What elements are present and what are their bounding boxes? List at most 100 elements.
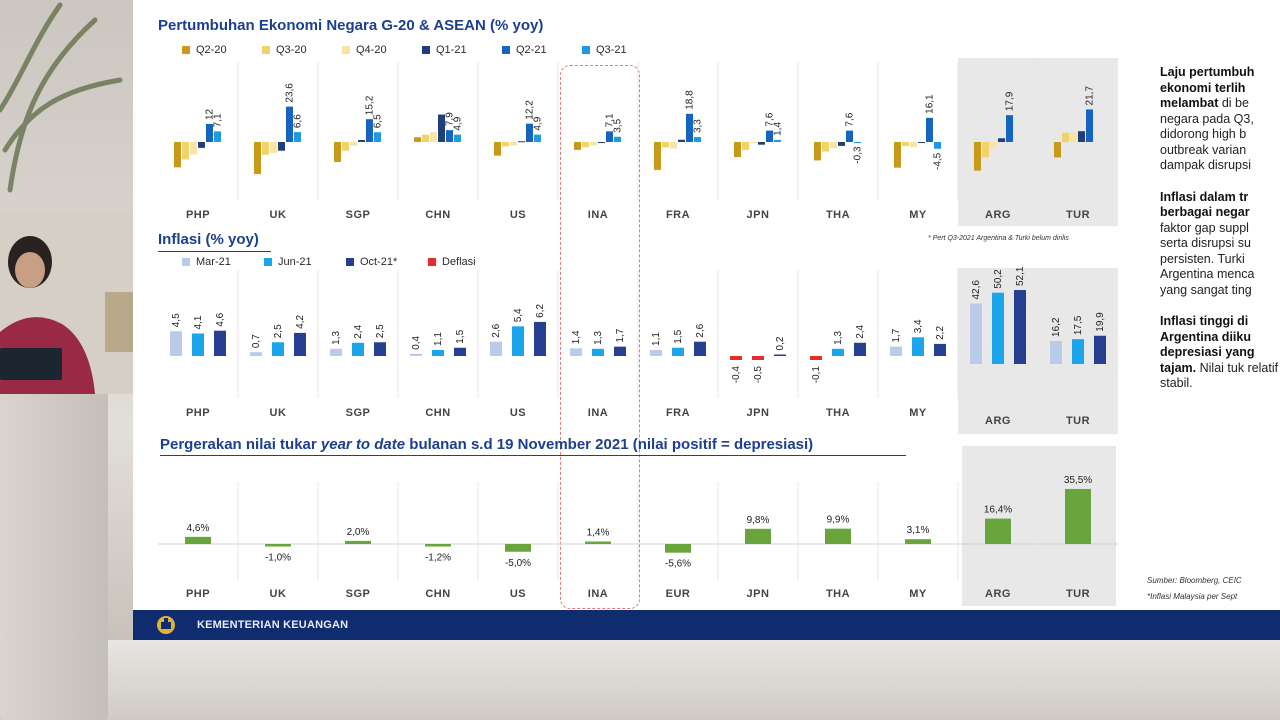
side-paragraph-3: Inflasi tinggi di Argentina diiku depres… <box>1160 314 1280 392</box>
inflation-bar <box>330 348 342 356</box>
inflation-value-label: 52,1 <box>1015 266 1026 286</box>
ministry-footer: KEMENTERIAN KEUANGAN <box>133 610 1280 640</box>
growth-legend: Q2-20 Q3-20 Q4-20 Q1-21 Q2-21 Q3-21 <box>182 44 662 56</box>
growth-bar <box>198 142 205 148</box>
inflation-value-label: 42,6 <box>971 280 982 300</box>
growth-bar <box>1006 115 1013 142</box>
growth-bar <box>974 142 981 171</box>
growth-bar <box>750 142 757 144</box>
inflation-bar <box>672 347 684 356</box>
inflation-value-label: 1,4 <box>571 330 582 344</box>
growth-bar <box>1086 109 1093 142</box>
legend-label: Q2-21 <box>516 44 547 56</box>
fx-bar <box>905 539 931 544</box>
fx-value-label: -1,2% <box>425 553 451 564</box>
inflation-value-label: 2,2 <box>935 326 946 340</box>
inflation-value-label: 16,2 <box>1051 317 1062 337</box>
growth-value-label: 3,5 <box>613 118 624 132</box>
fx-value-label: 4,6% <box>187 523 210 534</box>
inflation-bar <box>832 348 844 356</box>
fx-title-part2: bulanan s.d 19 November 2021 (nilai posi… <box>405 436 814 453</box>
legend-label: Jun-21 <box>278 256 312 268</box>
growth-value-label: 16,1 <box>925 94 936 114</box>
growth-bar <box>590 142 597 146</box>
growth-bar <box>510 142 517 146</box>
inflation-value-label: 0,4 <box>411 335 422 349</box>
growth-bar <box>694 137 701 142</box>
inflation-bar <box>912 337 924 356</box>
ministry-logo-icon <box>157 616 175 634</box>
growth-bar <box>446 130 453 142</box>
fx-title-part1: Pergerakan nilai tukar <box>160 436 321 453</box>
growth-bar <box>182 142 189 160</box>
growth-bar <box>206 124 213 142</box>
inflation-legend: Mar-21 Jun-21 Oct-21* Deflasi <box>182 256 508 268</box>
growth-bar <box>1070 132 1077 142</box>
podium <box>0 390 108 720</box>
fx-bar <box>585 541 611 544</box>
growth-bar <box>822 142 829 152</box>
inflation-bar <box>730 356 742 360</box>
legend-swatch <box>264 258 272 266</box>
inflation-value-label: 1,7 <box>891 328 902 342</box>
fx-category-label: TUR <box>1066 588 1090 600</box>
legend-item: Q4-20 <box>342 44 422 56</box>
growth-bar <box>654 142 661 170</box>
growth-bar <box>830 142 837 149</box>
inflation-value-label: 1,5 <box>455 329 466 343</box>
growth-bar <box>926 117 933 142</box>
fx-category-label: INA <box>588 588 608 600</box>
legend-item: Q3-21 <box>582 44 662 56</box>
growth-bar <box>254 142 261 175</box>
inflation-bar <box>752 356 764 360</box>
growth-bar <box>526 123 533 142</box>
inflation-bar <box>774 354 786 356</box>
inflation-value-label: 2,4 <box>855 324 866 338</box>
growth-category-label: SGP <box>346 209 371 221</box>
growth-value-label: 7,1 <box>605 113 616 127</box>
inflation-value-label: 1,5 <box>673 329 684 343</box>
inflation-value-label: 6,2 <box>535 304 546 318</box>
legend-item: Q2-21 <box>502 44 582 56</box>
inflation-category-label: SGP <box>346 407 371 419</box>
legend-label: Mar-21 <box>196 256 231 268</box>
inflation-bar <box>352 342 364 356</box>
legend-item: Mar-21 <box>182 256 264 268</box>
footer-label: KEMENTERIAN KEUANGAN <box>197 619 349 631</box>
inflation-bar <box>410 353 422 356</box>
growth-value-label: 6,5 <box>373 114 384 128</box>
inflation-value-label: 17,5 <box>1073 315 1084 335</box>
growth-bar <box>774 139 781 142</box>
growth-value-label: 18,8 <box>685 90 696 110</box>
legend-swatch <box>422 46 430 54</box>
growth-bar <box>334 142 341 162</box>
growth-bar <box>574 142 581 150</box>
growth-bar <box>582 142 589 148</box>
growth-bar <box>918 142 925 143</box>
legend-item: Q3-20 <box>262 44 342 56</box>
growth-bar <box>934 142 941 149</box>
side-p2-text: faktor gap suppl serta disrupsi su persi… <box>1160 220 1255 297</box>
growth-value-label: 4,9 <box>453 116 464 130</box>
growth-footnote: * Pert Q3-2021 Argentina & Turki belum d… <box>928 235 1069 242</box>
growth-category-label: TUR <box>1066 209 1090 221</box>
growth-value-label: 4,9 <box>533 116 544 130</box>
plant-decoration <box>0 2 123 193</box>
inflation-bar <box>192 333 204 356</box>
growth-bar <box>910 142 917 148</box>
growth-value-label: 17,9 <box>1005 91 1016 111</box>
fx-bar <box>185 536 211 544</box>
growth-bar <box>846 130 853 142</box>
inflation-category-label: JPN <box>747 407 770 419</box>
inflation-bar <box>854 342 866 356</box>
fx-chart: 4,6% PHP -1,0% UK 2,0% SGP -1,2% CHN -5,0% US 1,4%… <box>158 475 1118 600</box>
growth-bar <box>270 142 277 153</box>
inflation-value-label: 4,1 <box>193 315 204 329</box>
growth-bar <box>614 136 621 142</box>
growth-category-label: FRA <box>666 209 690 221</box>
inflation-value-label: 0,7 <box>251 334 262 348</box>
growth-bar <box>758 142 765 145</box>
legend-label: Deflasi <box>442 256 476 268</box>
growth-bar <box>502 142 509 147</box>
source-line-2: *Inflasi Malaysia per Sept <box>1147 592 1238 601</box>
